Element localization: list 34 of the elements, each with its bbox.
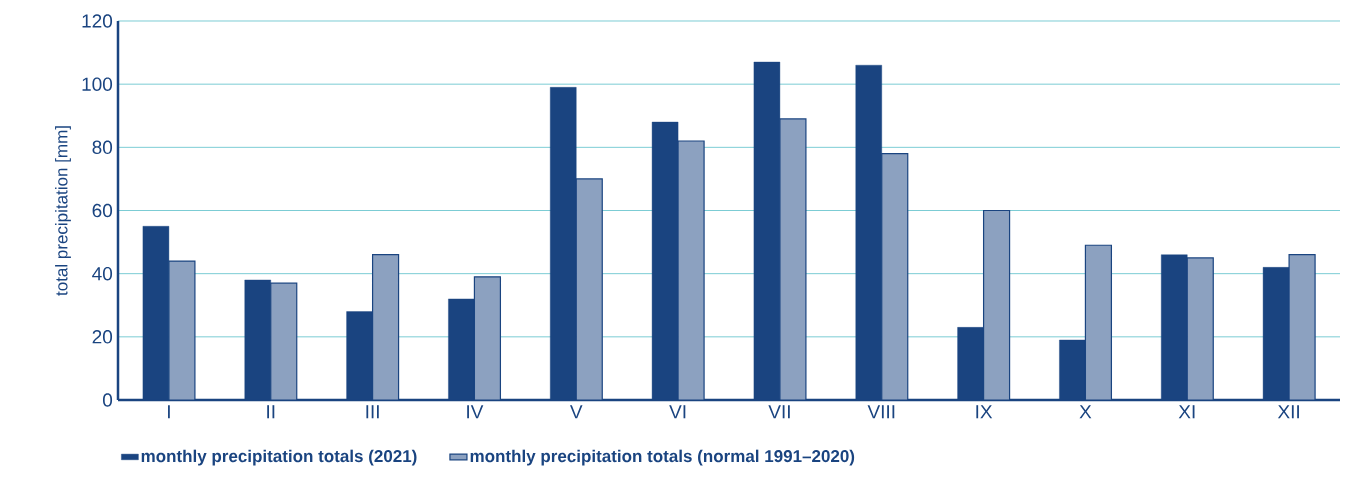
bar	[1288, 254, 1316, 400]
legend-label: monthly precipitation totals (2021)	[141, 449, 417, 466]
bar	[168, 260, 196, 400]
y-tick-label: 120	[82, 14, 113, 28]
x-tick-label: II	[267, 405, 275, 419]
bar	[677, 140, 705, 400]
bar	[270, 282, 298, 400]
x-tick-label: VI	[669, 405, 686, 419]
y-tick-label: 20	[92, 330, 113, 344]
x-tick-label: VII	[768, 405, 790, 419]
x-tick-label: XI	[1178, 405, 1195, 419]
y-axis-title: total precipitation [mm]	[55, 126, 71, 296]
bar	[1084, 244, 1113, 400]
bar	[779, 118, 807, 400]
x-tick-label: XII	[1277, 405, 1299, 419]
bar	[575, 178, 603, 400]
x-tick-label: V	[569, 405, 583, 419]
bar	[371, 254, 400, 400]
x-tick-label: VIII	[867, 405, 895, 419]
legend-label: monthly precipitation totals (normal 1991–2020)	[470, 449, 855, 466]
x-tick-label: IV	[467, 405, 484, 419]
x-tick-label: III	[366, 405, 379, 419]
bar	[473, 276, 502, 400]
y-tick-label: 100	[82, 77, 113, 91]
x-tick-label: I	[168, 405, 170, 419]
y-tick-label: 40	[92, 266, 113, 281]
y-tick-label: 60	[92, 203, 113, 218]
x-tick-label: IX	[976, 405, 993, 419]
bar	[881, 153, 909, 400]
y-tick-label: 0	[102, 393, 113, 407]
bar	[982, 209, 1011, 400]
x-tick-label: X	[1079, 405, 1092, 419]
bar	[1186, 257, 1214, 400]
y-tick-label: 80	[92, 140, 113, 155]
